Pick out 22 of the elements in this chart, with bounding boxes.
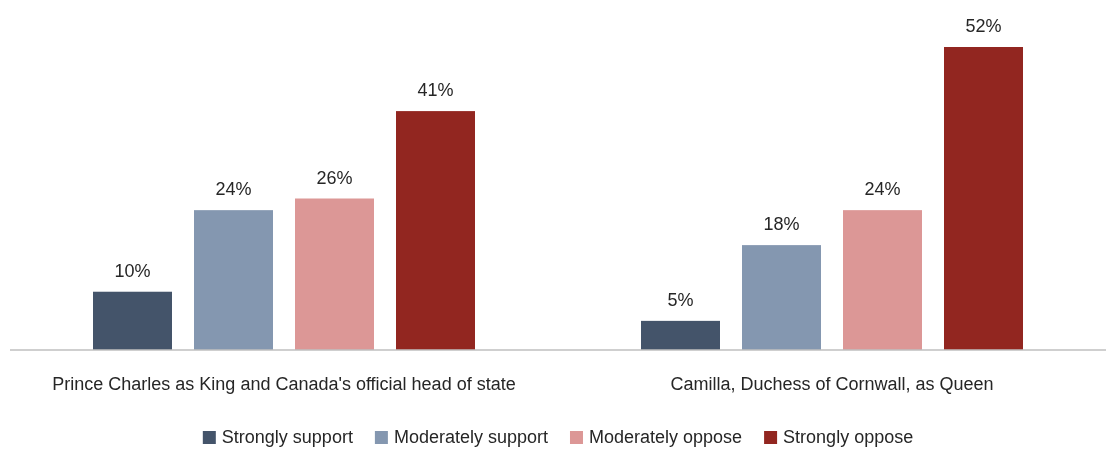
x-tick-label: Prince Charles as King and Canada's official head of state	[52, 374, 516, 394]
data-label: 10%	[114, 260, 151, 281]
data-label: 41%	[417, 80, 454, 101]
legend-label: Strongly support	[221, 427, 353, 447]
bar	[843, 210, 922, 350]
legend-label: Moderately oppose	[588, 427, 743, 447]
data-label: 52%	[965, 16, 1002, 36]
bar	[396, 111, 475, 350]
data-label: 24%	[864, 179, 901, 200]
bar	[93, 291, 172, 350]
bar	[641, 320, 720, 350]
data-label: 18%	[763, 214, 800, 235]
bar	[742, 245, 821, 350]
legend-label: Moderately support	[393, 427, 548, 447]
data-label: 24%	[215, 179, 252, 200]
bar	[194, 210, 273, 350]
data-label: 5%	[667, 289, 694, 310]
data-label: 26%	[316, 167, 353, 188]
bar	[295, 198, 374, 350]
x-tick-label: Camilla, Duchess of Cornwall, as Queen	[670, 374, 994, 394]
bar	[944, 47, 1023, 350]
legend-label: Strongly oppose	[783, 427, 914, 447]
